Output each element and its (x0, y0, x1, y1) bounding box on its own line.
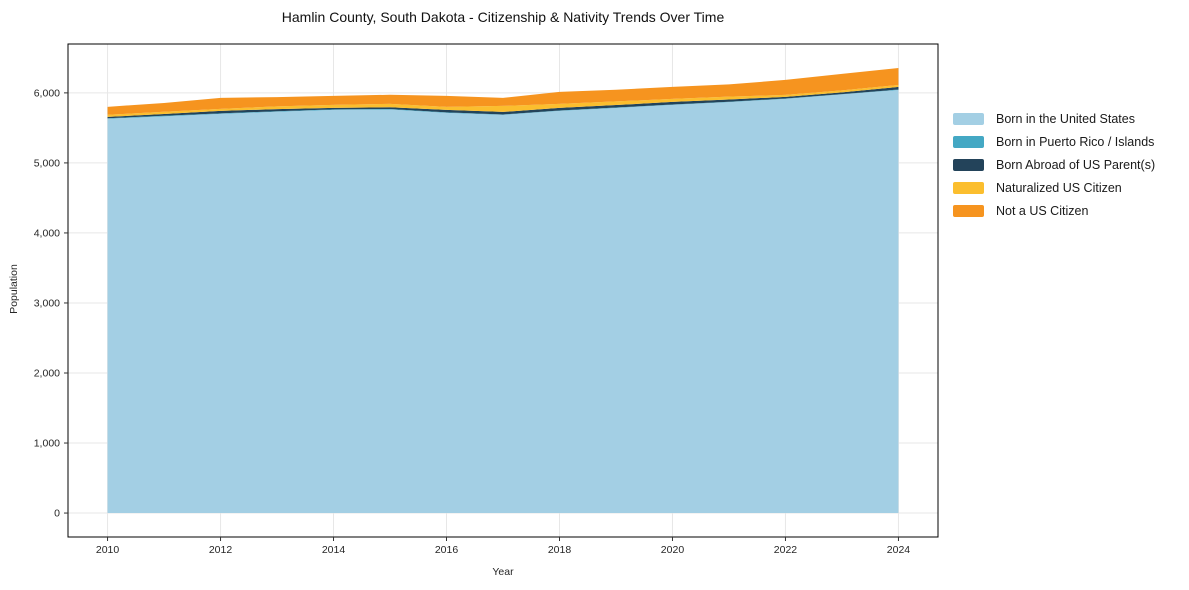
x-tick-label: 2014 (322, 544, 346, 556)
legend-label: Not a US Citizen (996, 203, 1089, 218)
legend-swatch-icon (953, 181, 984, 194)
y-tick-label: 5,000 (34, 158, 60, 170)
legend-label: Born Abroad of US Parent(s) (996, 157, 1156, 172)
legend-item-3: Naturalized US Citizen (953, 176, 1155, 199)
area-series-0 (107, 89, 899, 514)
x-tick-label: 2018 (548, 544, 572, 556)
x-tick-label: 2022 (774, 544, 798, 556)
legend-label: Born in Puerto Rico / Islands (996, 134, 1155, 149)
y-tick-label: 3,000 (34, 298, 60, 310)
y-tick-label: 0 (54, 508, 60, 520)
y-tick-label: 6,000 (34, 88, 60, 100)
x-tick-label: 2024 (887, 544, 911, 556)
y-tick-label: 1,000 (34, 438, 60, 450)
legend-item-2: Born Abroad of US Parent(s) (953, 153, 1155, 176)
x-tick-label: 2012 (209, 544, 233, 556)
x-tick-label: 2016 (435, 544, 459, 556)
legend-item-1: Born in Puerto Rico / Islands (953, 130, 1155, 153)
area-series-3 (107, 84, 899, 117)
legend-label: Naturalized US Citizen (996, 180, 1122, 195)
plot-border (67, 43, 939, 538)
y-axis-label: Population (8, 264, 20, 314)
area-series-2 (107, 86, 899, 119)
x-tick-label: 2010 (96, 544, 120, 556)
x-tick-label: 2020 (661, 544, 685, 556)
legend-swatch-icon (953, 135, 984, 148)
legend-label: Born in the United States (996, 111, 1135, 126)
legend: Born in the United States Born in Puerto … (953, 107, 1155, 222)
legend-item-0: Born in the United States (953, 107, 1155, 130)
x-axis-label: Year (492, 566, 514, 578)
y-tick-label: 2,000 (34, 368, 60, 380)
chart-title: Hamlin County, South Dakota - Citizenshi… (281, 9, 725, 25)
legend-swatch-icon (953, 112, 984, 125)
legend-swatch-icon (953, 158, 984, 171)
legend-swatch-icon (953, 204, 984, 217)
legend-item-4: Not a US Citizen (953, 199, 1155, 222)
y-tick-label: 4,000 (34, 228, 60, 240)
area-series-4 (107, 67, 899, 115)
